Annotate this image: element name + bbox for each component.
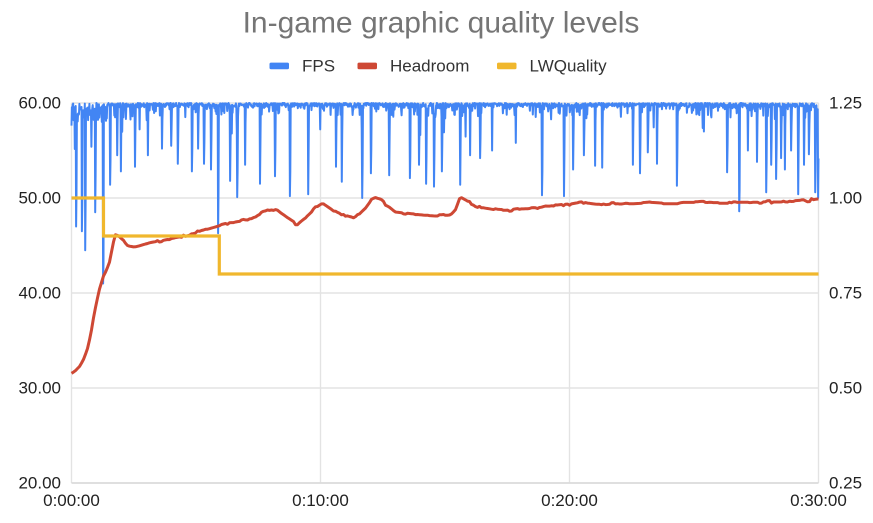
svg-text:0:10:00: 0:10:00 — [292, 491, 349, 510]
svg-text:60.00: 60.00 — [18, 94, 61, 113]
svg-text:LWQuality: LWQuality — [530, 57, 608, 76]
svg-text:0.75: 0.75 — [829, 284, 862, 303]
svg-text:FPS: FPS — [302, 57, 335, 76]
svg-text:Headroom: Headroom — [390, 57, 469, 76]
svg-text:40.00: 40.00 — [18, 284, 61, 303]
svg-text:0:30:00: 0:30:00 — [790, 491, 847, 510]
svg-text:0.50: 0.50 — [829, 379, 862, 398]
svg-text:1.25: 1.25 — [829, 94, 862, 113]
svg-text:30.00: 30.00 — [18, 379, 61, 398]
svg-text:50.00: 50.00 — [18, 189, 61, 208]
svg-text:0.25: 0.25 — [829, 474, 862, 493]
svg-text:0:00:00: 0:00:00 — [43, 491, 100, 510]
svg-text:1.00: 1.00 — [829, 189, 862, 208]
svg-text:20.00: 20.00 — [18, 474, 61, 493]
svg-text:In-game graphic quality levels: In-game graphic quality levels — [243, 7, 640, 40]
svg-text:0:20:00: 0:20:00 — [541, 491, 598, 510]
